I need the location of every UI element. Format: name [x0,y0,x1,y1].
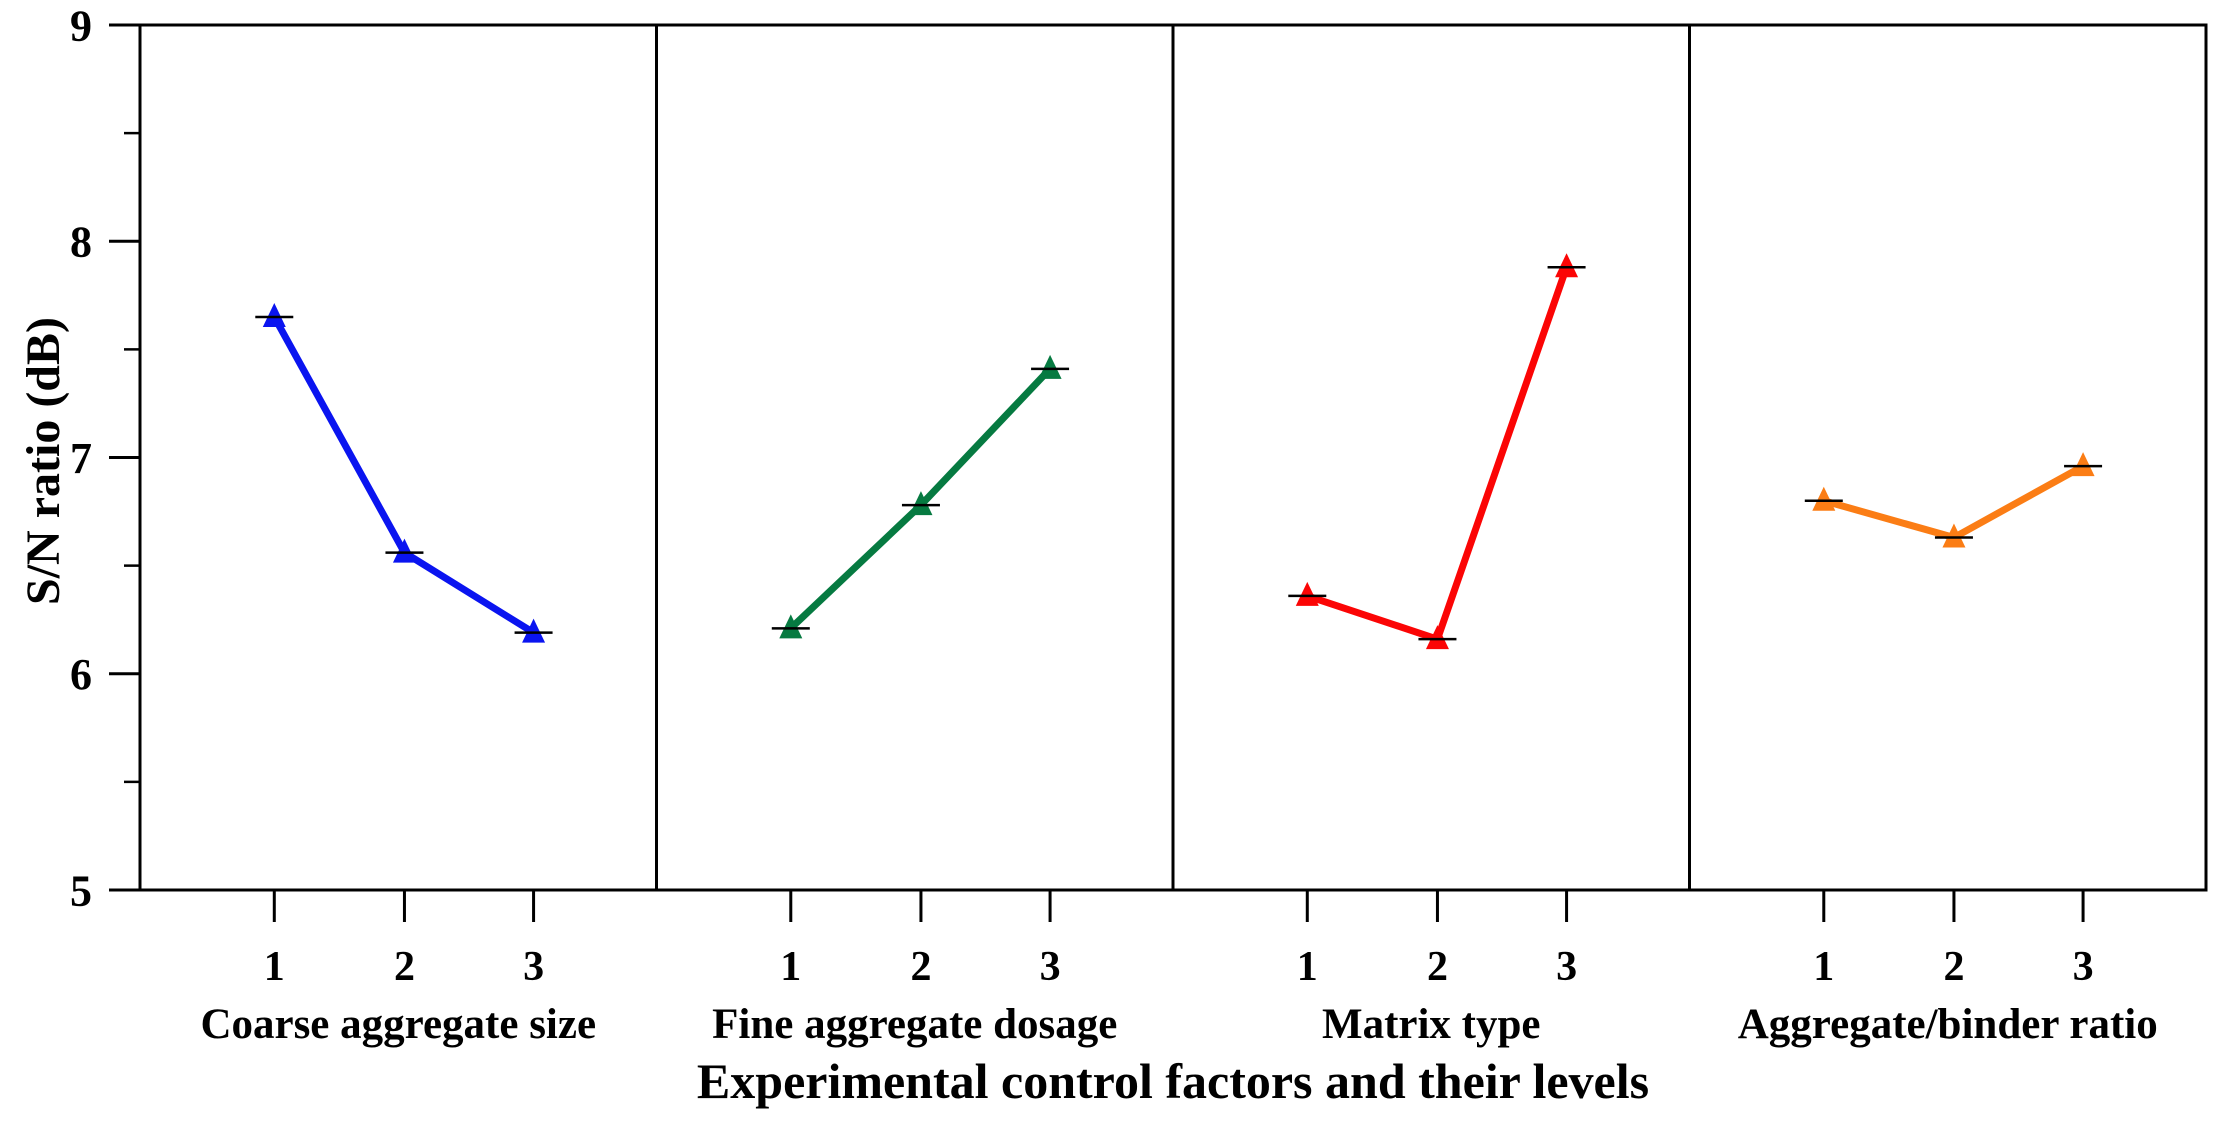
marker-triangle [1038,354,1062,379]
x-axis-title: Experimental control factors and their l… [696,1053,1650,1109]
factor-label: Aggregate/binder ratio [1738,1001,2158,1048]
series-line [1306,266,1570,643]
marker-triangle [909,491,933,516]
y-tick-label: 7 [70,434,92,483]
factor-label: Coarse aggregate size [200,1001,596,1048]
y-tick-label: 6 [70,650,92,699]
marker-triangle [522,618,546,643]
series-line [271,315,536,636]
x-tick-label: 1 [1813,944,1834,990]
y-tick-label: 9 [70,1,92,50]
x-tick-label: 2 [1943,944,1964,990]
x-tick-label: 1 [780,944,801,990]
marker-triangle [1425,625,1449,650]
marker-triangle [1942,523,1966,548]
x-tick-label: 2 [394,944,415,990]
x-tick-label: 3 [2073,944,2094,990]
factor-label: Matrix type [1322,1001,1541,1048]
marker-triangle [1555,253,1579,278]
x-tick-label: 1 [264,944,285,990]
x-tick-label: 2 [1427,944,1448,990]
x-tick-label: 3 [1040,944,1061,990]
x-tick-label: 1 [1297,944,1318,990]
x-tick-label: 2 [910,944,931,990]
marker-triangle [262,302,286,327]
marker-triangle [779,614,803,639]
x-tick-label: 3 [523,944,544,990]
x-tick-label: 3 [1556,944,1577,990]
marker-triangle [2071,452,2095,477]
y-tick-label: 5 [70,866,92,915]
y-tick-label: 8 [70,218,92,267]
factor-label: Fine aggregate dosage [712,1001,1117,1048]
marker-triangle [1295,581,1319,606]
marker-triangle [1812,486,1836,511]
marker-triangle [392,538,416,563]
